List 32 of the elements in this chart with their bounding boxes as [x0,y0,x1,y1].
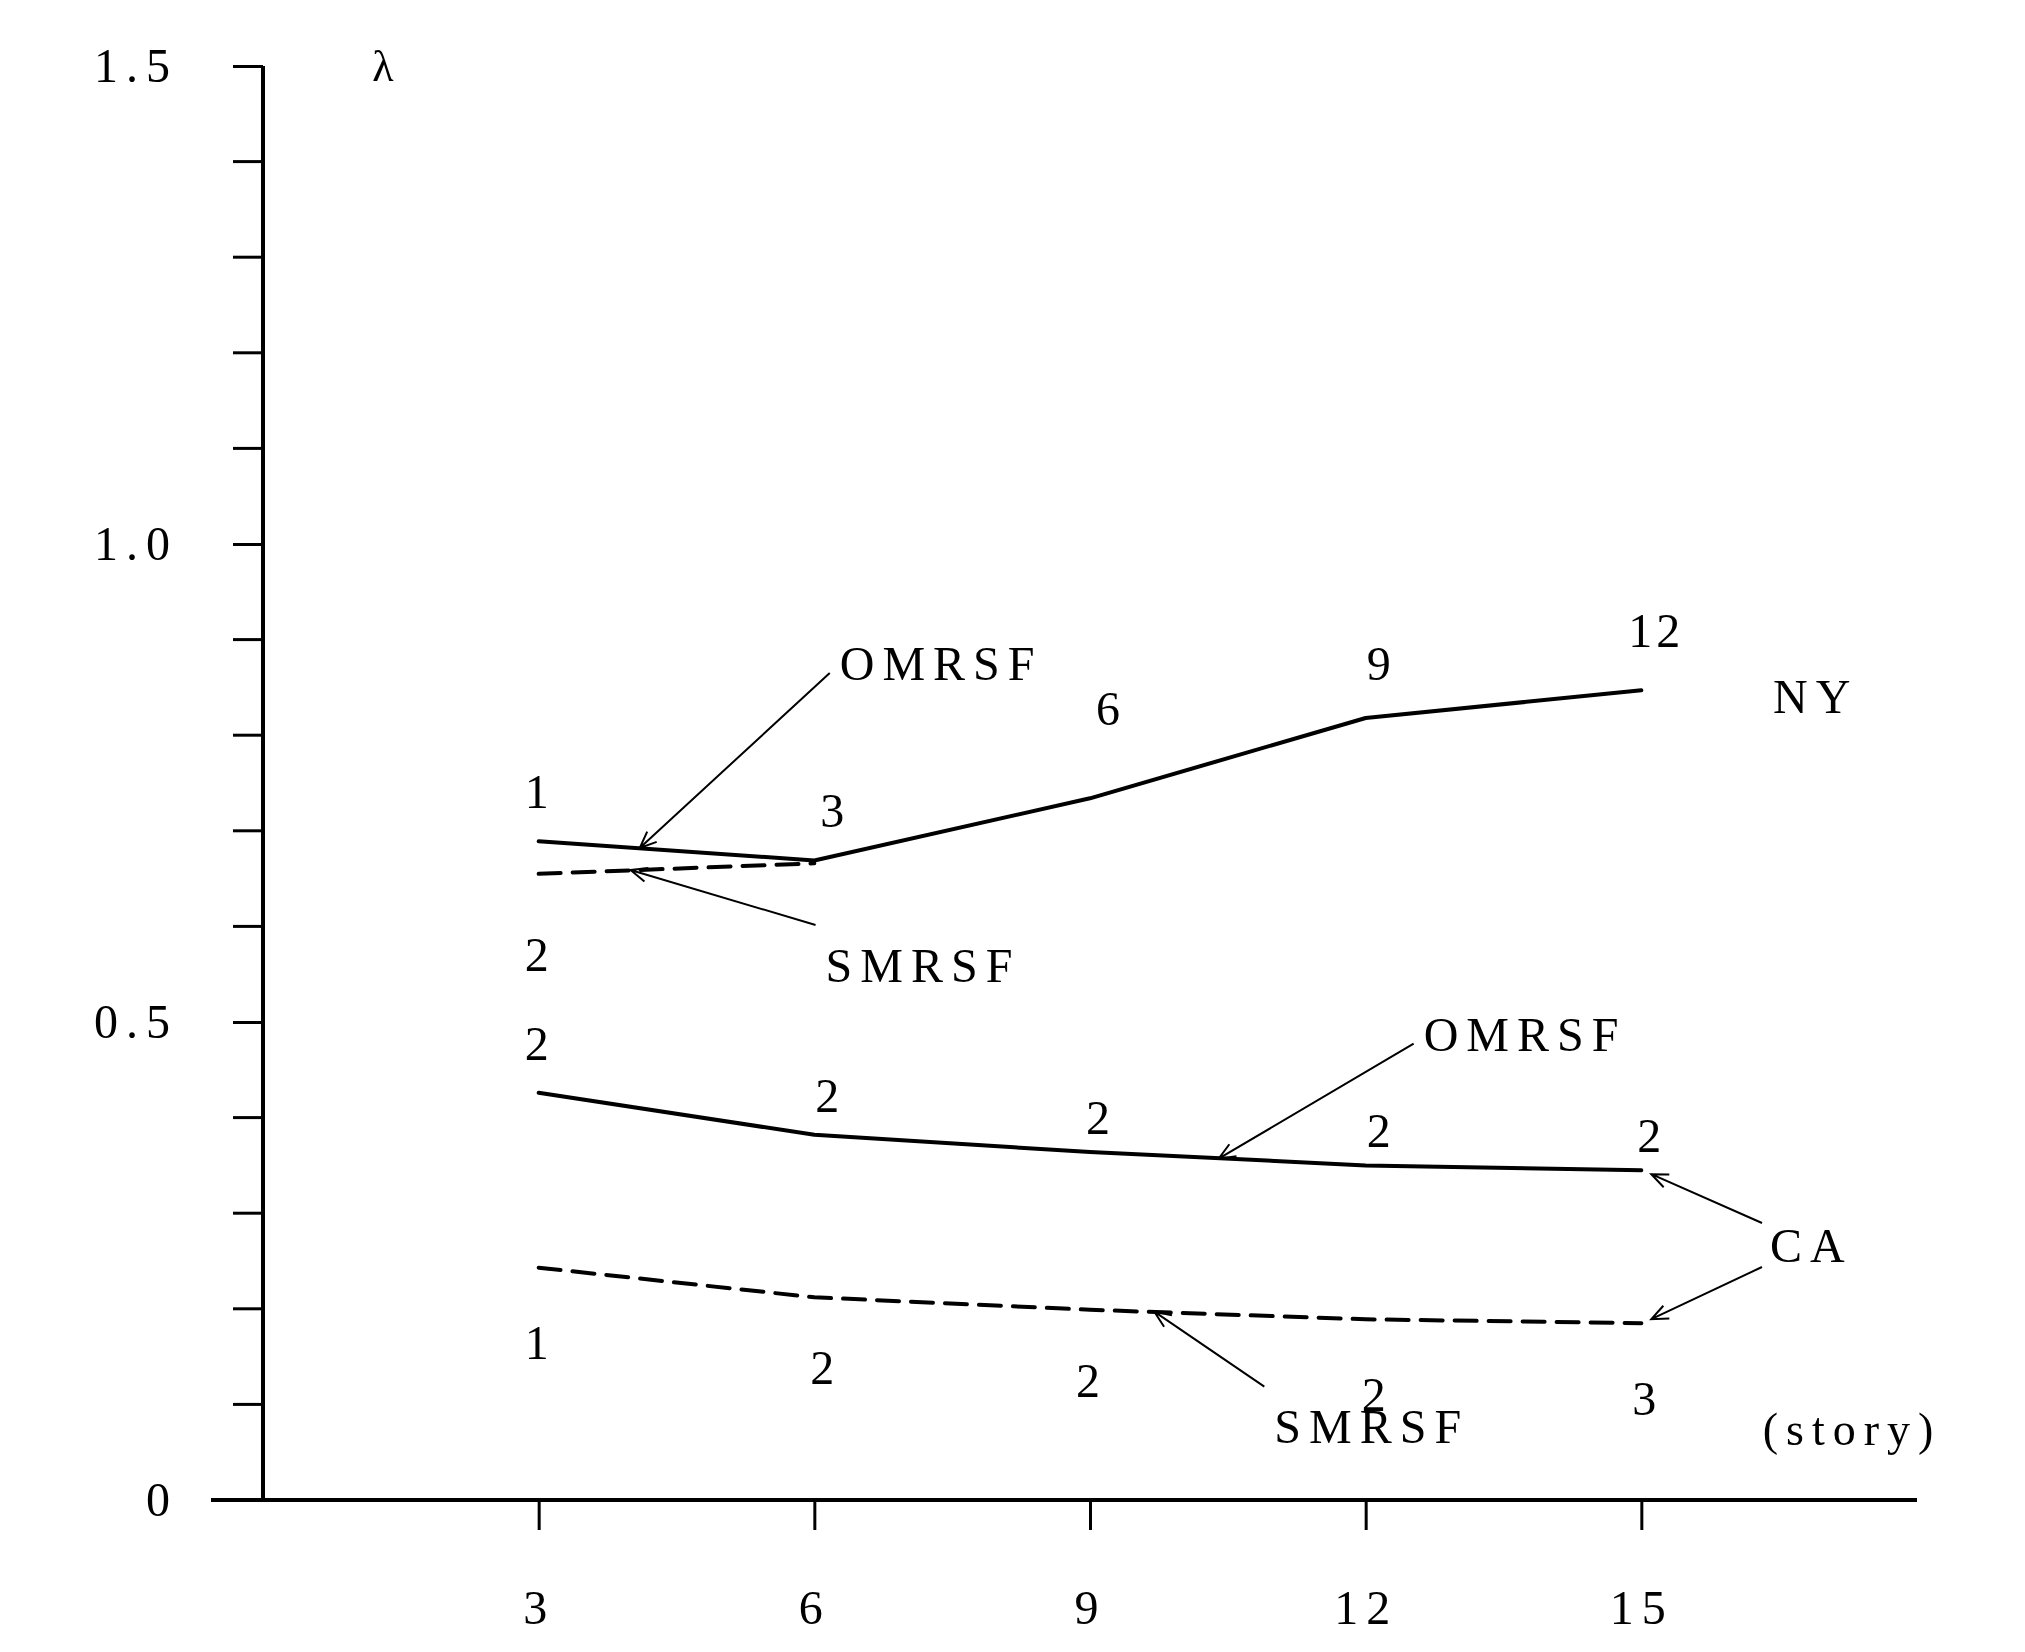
y-tick-label: 0 [146,1472,178,1526]
x-tick-label: 3 [523,1581,556,1635]
annotation: 3 [1632,1371,1661,1425]
y-tick-label: 1.5 [94,38,178,92]
line-series [536,1265,1644,1326]
annotation: SMRSF [825,938,1021,992]
annotation: 2 [815,1068,844,1122]
x-tick-label: 12 [1334,1581,1399,1635]
annotation: 2 [524,927,553,981]
y-tick-label: 0.5 [94,994,178,1048]
annotation: 2 [1637,1108,1666,1162]
annotation: 2 [1366,1104,1395,1158]
annotation: NY [1773,669,1859,723]
x-tick-label: 15 [1609,1581,1674,1635]
annotation: 6 [1096,682,1124,736]
annotation: OMRSF [1423,1007,1627,1061]
annotation: 3 [820,784,849,838]
annotation: 2 [810,1341,839,1395]
annotation: 9 [1366,636,1395,690]
annotation: 1 [524,765,553,819]
x-axis-title: (story) [1762,1404,1942,1455]
x-tick-label: 9 [1074,1581,1107,1635]
annotation: 1 [524,1316,553,1370]
annotation: 2 [524,1016,553,1070]
annotation: 2 [1076,1353,1104,1407]
annotation: 12 [1628,604,1685,658]
y-tick-label: 1.0 [94,516,178,570]
x-tick-label: 6 [798,1581,831,1635]
annotation: OMRSF [839,636,1043,690]
y-axis-title: λ [372,42,395,92]
annotation: CA [1770,1218,1853,1272]
annotation: 2 [1086,1090,1114,1144]
